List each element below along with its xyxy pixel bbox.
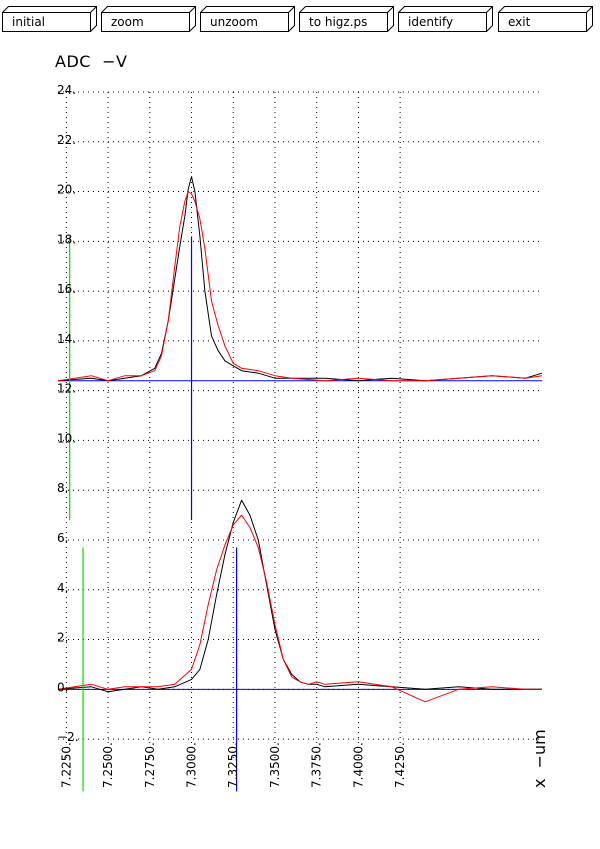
chart-series	[57, 176, 543, 703]
button-frame	[200, 6, 295, 32]
exit-button-label: exit	[508, 15, 531, 29]
y-tick-label: 6.	[57, 531, 68, 545]
button-frame	[101, 6, 196, 32]
x-tick-label: 7.3500.	[268, 742, 282, 788]
y-tick-label: 8.	[57, 481, 68, 495]
y-tick-label: −2.	[57, 730, 79, 744]
toolbar: initial zoom unzoom to higz.ps identify exit	[0, 0, 600, 40]
x-tick-labels: 7.2250. 7.2500. 7.2750. 7.3000. 7.3250. 7.350…	[59, 742, 407, 788]
identify-button-label: identify	[408, 15, 454, 29]
y-tick-label: 24.	[57, 83, 76, 97]
button-frame	[398, 6, 493, 32]
exit-button[interactable]: exit	[498, 6, 593, 32]
identify-button[interactable]: identify	[398, 6, 493, 32]
x-axis-label: x −um	[530, 729, 549, 788]
button-frame	[2, 6, 97, 32]
y-tick-label: 14.	[57, 332, 76, 346]
chart-markers	[69, 236, 238, 792]
series-line	[57, 499, 542, 693]
higz-button[interactable]: to higz.ps	[299, 6, 394, 32]
y-tick-labels: −2. 0. 2. 4. 6. 8. 10. 12. 14. 16. 18. 20. 22. 24.	[57, 83, 79, 744]
y-tick-label: 0.	[57, 680, 68, 694]
y-tick-label: 12.	[57, 382, 76, 396]
series-line	[57, 176, 543, 382]
y-tick-label: 2.	[57, 631, 68, 645]
series-line	[57, 191, 543, 382]
zoom-button[interactable]: zoom	[101, 6, 196, 32]
button-frame	[299, 6, 394, 32]
x-tick-label: 7.2250.	[59, 742, 73, 788]
x-tick-label: 7.3750.	[310, 742, 324, 788]
button-frame	[498, 6, 593, 32]
initial-button-label: initial	[12, 15, 45, 29]
x-tick-label: 7.2750.	[143, 742, 157, 788]
higz-button-label: to higz.ps	[309, 15, 368, 29]
x-tick-label: 7.4000.	[351, 742, 365, 788]
x-tick-label: 7.2500.	[101, 742, 115, 788]
series-line	[57, 514, 542, 703]
y-tick-label: 4.	[57, 581, 68, 595]
y-tick-label: 20.	[57, 183, 76, 197]
initial-button[interactable]: initial	[2, 6, 97, 32]
y-tick-label: 22.	[57, 133, 76, 147]
chart-baselines	[58, 380, 542, 690]
unzoom-button-label: unzoom	[210, 15, 258, 29]
x-tick-label: 7.4250.	[393, 742, 407, 788]
x-tick-label: 7.3000.	[185, 742, 199, 788]
y-tick-label: 18.	[57, 232, 76, 246]
y-tick-label: 10.	[57, 431, 76, 445]
y-tick-label: 16.	[57, 282, 76, 296]
unzoom-button[interactable]: unzoom	[200, 6, 295, 32]
y-axis-label: ADC −V	[55, 52, 128, 71]
zoom-button-label: zoom	[111, 15, 144, 29]
x-tick-label: 7.3250.	[226, 742, 240, 788]
chart-grid	[58, 91, 542, 759]
